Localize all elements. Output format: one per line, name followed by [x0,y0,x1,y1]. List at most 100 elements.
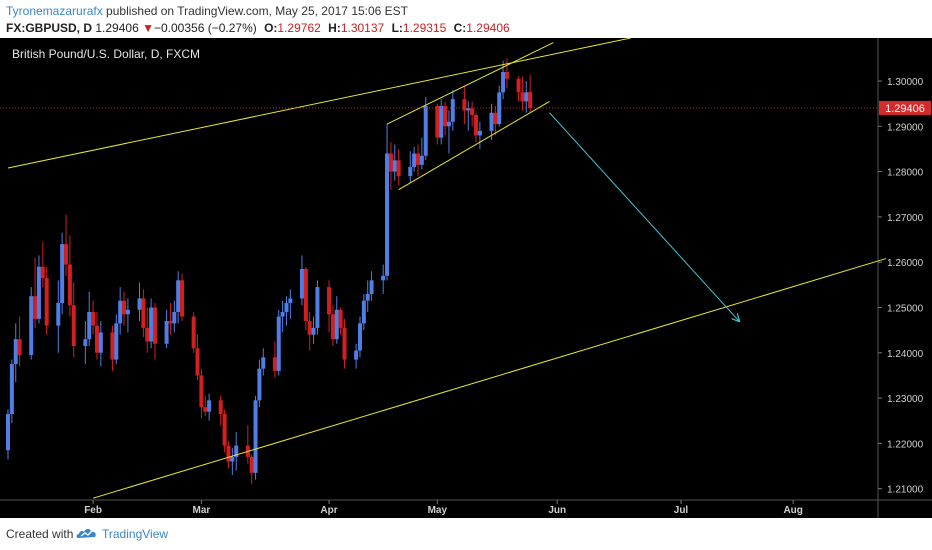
candle [470,101,475,127]
candle-body [504,71,509,79]
candle-body [94,325,99,353]
candle-body [17,339,22,356]
candle [489,103,494,140]
candle [226,441,231,469]
time-tick-label: Apr [320,505,337,516]
candle [71,282,76,358]
candle-body [91,312,96,326]
candle-body [381,275,386,281]
candle-body [307,321,312,335]
candle [40,241,45,288]
candle-body [446,121,451,127]
candle-body [369,280,374,294]
candle [415,144,420,177]
candle [330,305,335,346]
high-value: 1.30137 [340,21,385,35]
candle-body [477,130,482,136]
candle-body [180,280,185,317]
price-tick-label: 1.21000 [887,485,924,496]
price-axis[interactable] [878,38,932,500]
last-price-badge [879,100,931,115]
candle [137,282,142,322]
candle-body [315,287,320,328]
candle [152,302,157,360]
price-tick-label: 1.26000 [887,258,924,269]
wedge-lower-line [398,100,550,191]
candle-body [443,105,448,127]
candle-body [327,287,332,315]
candle [122,291,127,326]
candle [249,454,254,485]
open-label: O: [264,21,278,35]
price-tick-label: 1.25000 [887,304,924,315]
candle-body [218,400,223,414]
candle-body [253,400,258,473]
candle [381,264,386,294]
candle [17,316,22,367]
candle-body [528,91,533,108]
candle [288,289,293,319]
time-axis[interactable] [0,500,932,518]
candle [199,368,204,419]
author-link[interactable]: Tyronemazarurafx [6,4,103,18]
candle [284,296,289,326]
candle [369,271,374,301]
close-label: C: [453,21,467,35]
candle [272,341,277,378]
candle-body [56,302,61,326]
candle-body [230,456,235,462]
candle-body [361,300,366,324]
candle-body [419,155,424,165]
candle [261,348,266,376]
candle-body [474,115,479,136]
candle [280,300,285,333]
candle [9,359,14,423]
candle [408,151,413,183]
candle-body [64,244,69,265]
tradingview-brand[interactable]: TradingView [102,527,169,541]
time-tick-label: May [428,505,448,516]
candle [334,296,339,344]
candle [423,96,428,161]
candle [29,287,34,360]
candle [168,302,173,335]
candle [504,58,509,88]
tradingview-cloud-icon[interactable] [76,526,98,540]
candle-body [334,309,339,340]
candle-body [276,316,281,371]
drawings[interactable] [7,38,887,499]
candle [257,359,262,408]
candle [528,74,533,113]
price-tick-label: 1.24000 [887,349,924,360]
candle [141,289,146,337]
candle-body [524,92,529,102]
candle-body [164,321,169,344]
candle-body [195,348,200,376]
candle-body [44,278,49,326]
candle-body [191,316,196,349]
forecast-arrow [549,112,739,321]
candle [388,142,393,190]
candle [83,321,88,365]
low-value: 1.29315 [402,21,447,35]
quote-line: FX:GBPUSD, D 1.29406 ▼−0.00356 (−0.27%) … [6,21,510,35]
candle-body [168,321,173,324]
candle-body [288,298,293,303]
candle-body [462,99,467,111]
candle [342,318,347,369]
candle-body [203,407,208,412]
candle [118,287,123,335]
published-text: published on TradingView.com, May 25, 20… [106,4,409,18]
candle-body [176,280,181,313]
price-tick-label: 1.27000 [887,213,924,224]
candle [172,300,177,333]
candle-body [501,71,506,93]
candle [392,144,397,181]
candle [311,316,316,344]
price-chart[interactable]: British Pound/U.S. Dollar, D, FXCM 1.300… [0,38,932,518]
candle-body [357,323,362,351]
candle-body [234,445,239,457]
candle-body [435,105,440,138]
candle-body [354,350,359,360]
candle-body [141,298,146,328]
